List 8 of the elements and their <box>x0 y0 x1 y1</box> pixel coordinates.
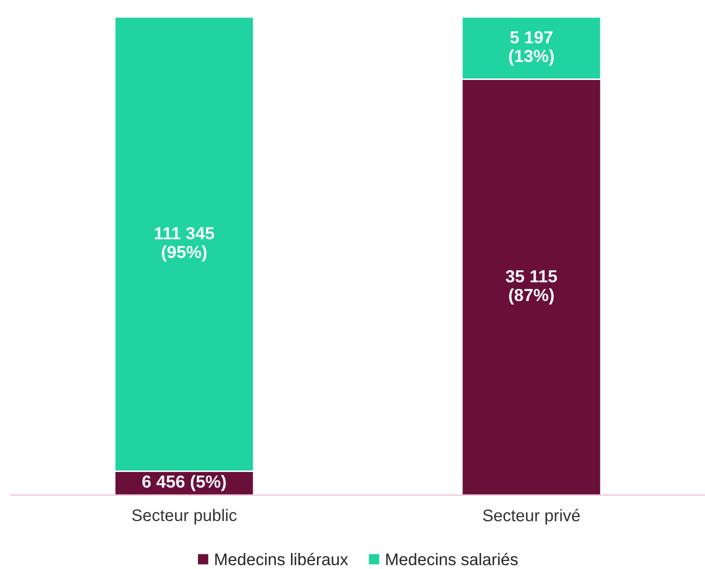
data-label: 111 345 (95%) <box>154 227 214 262</box>
data-label: 35 115 (87%) <box>506 270 557 305</box>
legend-label: Medecins libéraux <box>215 552 348 566</box>
legend-label: Medecins salariés <box>386 552 518 566</box>
x-tick-label: Secteur public <box>132 508 237 524</box>
data-label: 6 456 (5%) <box>142 474 226 492</box>
data-label: 5 197 (13%) <box>509 31 554 66</box>
x-tick-label: Secteur privé <box>483 508 580 525</box>
